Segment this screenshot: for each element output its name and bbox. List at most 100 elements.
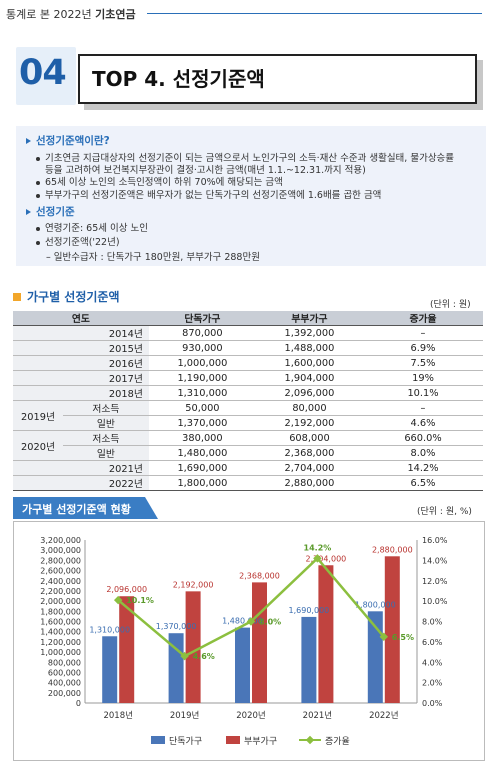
rate-point	[113, 595, 123, 605]
x-tick-label: 2022년	[369, 710, 398, 721]
cell-rate: 8.0%	[363, 445, 483, 461]
table-row: 2019년 저소득 50,000 80,000–	[13, 400, 483, 431]
y-left-tick-label: 200,000	[48, 689, 81, 698]
triangle-icon	[26, 138, 31, 144]
table-row: 2020년 저소득 380,000 608,000 660.0%	[13, 430, 483, 461]
cell-single: 870,000	[148, 325, 256, 341]
y-left-tick-label: 1,200,000	[40, 638, 81, 647]
chart-section-title: 가구별 선정기준액 현황	[22, 503, 131, 516]
bullet-icon	[36, 180, 40, 185]
cell-year: 2017년	[13, 370, 149, 386]
section-number: 04	[19, 53, 67, 93]
header-prefix: 통계로 본 2022년	[6, 8, 92, 21]
cell-rate: 6.5%	[363, 475, 483, 491]
info-bullet-3: 부부가구의 선정기준액은 배우자가 없는 단독가구의 선정기준액에 1.6배를 …	[36, 187, 381, 201]
info-bullet-2: 65세 이상 노인의 소득인정액이 하위 70%에 해당되는 금액	[36, 174, 283, 188]
header-bold: 기초연금	[95, 8, 136, 21]
cell-rate: 660.0%	[363, 430, 483, 446]
chart-unit: (단위 : 원, %)	[417, 507, 472, 517]
y-left-tick-label: 2,400,000	[40, 577, 81, 586]
criteria-table: 연도 단독가구 부부가구 증가율 2014년 870,000 1,392,000– …	[13, 311, 483, 491]
data-label-couple: 2,880,000	[372, 545, 413, 554]
x-tick-label: 2018년	[103, 710, 132, 721]
th-single: 단독가구	[148, 311, 256, 326]
table-section-title: 가구별 선정기준액	[13, 288, 120, 305]
y-right-tick-label: 12.0%	[422, 577, 448, 586]
cell-year: 2016년	[13, 355, 149, 371]
x-tick-label: 2021년	[303, 710, 332, 721]
bar-couple	[119, 596, 135, 703]
y-right-tick-label: 14.0%	[422, 556, 448, 565]
cell-rate: 6.9%	[363, 340, 483, 356]
legend-swatch-couple	[226, 736, 240, 744]
cell-single: 1,800,000	[148, 475, 256, 491]
info-bullet-5: 선정기준액('22년)	[36, 234, 120, 248]
legend-label-couple: 부부가구	[244, 736, 277, 747]
y-left-tick-label: 800,000	[48, 658, 81, 667]
info-bullet-5-text: 선정기준액('22년)	[45, 237, 120, 248]
cell-rate: 14.2%	[363, 460, 483, 476]
cell-couple: 2,192,000	[255, 415, 363, 431]
bar-single	[235, 627, 250, 703]
cell-couple: 1,488,000	[255, 340, 363, 356]
cell-single: 1,190,000	[148, 370, 256, 386]
data-label-rate: 10.1%	[126, 596, 154, 605]
data-label-single: 1,690,000	[289, 606, 330, 615]
chart-section-banner	[13, 497, 158, 519]
y-right-tick-label: 8.0%	[422, 618, 443, 627]
table-row: 2017년 1,190,000 1,904,000 19%	[13, 370, 483, 386]
table-header-row: 연도 단독가구 부부가구 증가율	[13, 311, 483, 326]
table-row: 2021년 1,690,000 2,704,000 14.2%	[13, 460, 483, 476]
x-tick-label: 2020년	[236, 710, 265, 721]
info-heading-1-text: 선정기준액이란?	[36, 135, 110, 147]
y-left-tick-label: 3,200,000	[40, 536, 81, 545]
y-left-tick-label: 1,600,000	[40, 618, 81, 627]
data-label-rate: 4.6%	[193, 652, 215, 661]
cell-subtype: 일반	[63, 415, 149, 431]
table-unit: (단위 : 원)	[430, 300, 471, 310]
rate-point	[313, 554, 322, 563]
cell-couple: 80,000	[255, 400, 363, 416]
cell-year: 2020년	[13, 430, 63, 461]
table-row: 2016년 1,000,000 1,600,000 7.5%	[13, 355, 483, 371]
cell-subtype: 저소득	[63, 400, 149, 416]
triangle-icon	[26, 209, 31, 215]
bar-couple	[318, 565, 334, 703]
rate-point	[180, 651, 189, 661]
y-right-tick-label: 10.0%	[422, 597, 448, 606]
bar-single	[301, 616, 317, 703]
info-box	[16, 126, 486, 266]
cell-couple: 1,600,000	[255, 355, 363, 371]
page-header: 통계로 본 2022년 기초연금	[6, 6, 136, 22]
cell-couple: 1,392,000	[255, 325, 363, 341]
y-left-tick-label: 1,800,000	[40, 607, 81, 616]
data-label-rate: 14.2%	[304, 543, 332, 552]
cell-year: 2022년	[13, 475, 149, 491]
data-label-single: 1,310,000	[89, 625, 130, 634]
y-right-tick-label: 2.0%	[422, 679, 443, 688]
table-row: 일반 1,370,000 2,192,000 4.6%	[13, 415, 483, 431]
cell-single: 1,310,000	[148, 385, 256, 401]
cell-single: 1,000,000	[148, 355, 256, 371]
bullet-icon	[36, 156, 40, 161]
bullet-icon	[36, 240, 40, 245]
cell-couple: 2,880,000	[255, 475, 363, 491]
y-left-tick-label: 2,200,000	[40, 587, 81, 596]
header-rule	[147, 13, 482, 14]
cell-couple: 2,096,000	[255, 385, 363, 401]
cell-rate: –	[363, 325, 483, 341]
data-label-couple: 2,368,000	[239, 571, 280, 580]
y-right-tick-label: 0.0%	[422, 699, 443, 708]
info-bullet-4: 연령기준: 65세 이상 노인	[36, 220, 148, 234]
cell-year: 2014년	[13, 325, 149, 341]
y-left-tick-label: 1,000,000	[40, 648, 81, 657]
data-label-rate: 6.5%	[392, 633, 414, 642]
info-bullet-3-text: 부부가구의 선정기준액은 배우자가 없는 단독가구의 선정기준액에 1.6배를 …	[45, 190, 382, 201]
th-rate: 증가율	[363, 311, 483, 326]
cell-rate: –	[363, 400, 483, 416]
square-icon	[13, 293, 21, 301]
cell-subtype: 일반	[63, 445, 149, 461]
data-label-rate: 8.0%	[259, 618, 281, 627]
cell-couple: 608,000	[255, 430, 363, 446]
cell-single: 1,690,000	[148, 460, 256, 476]
